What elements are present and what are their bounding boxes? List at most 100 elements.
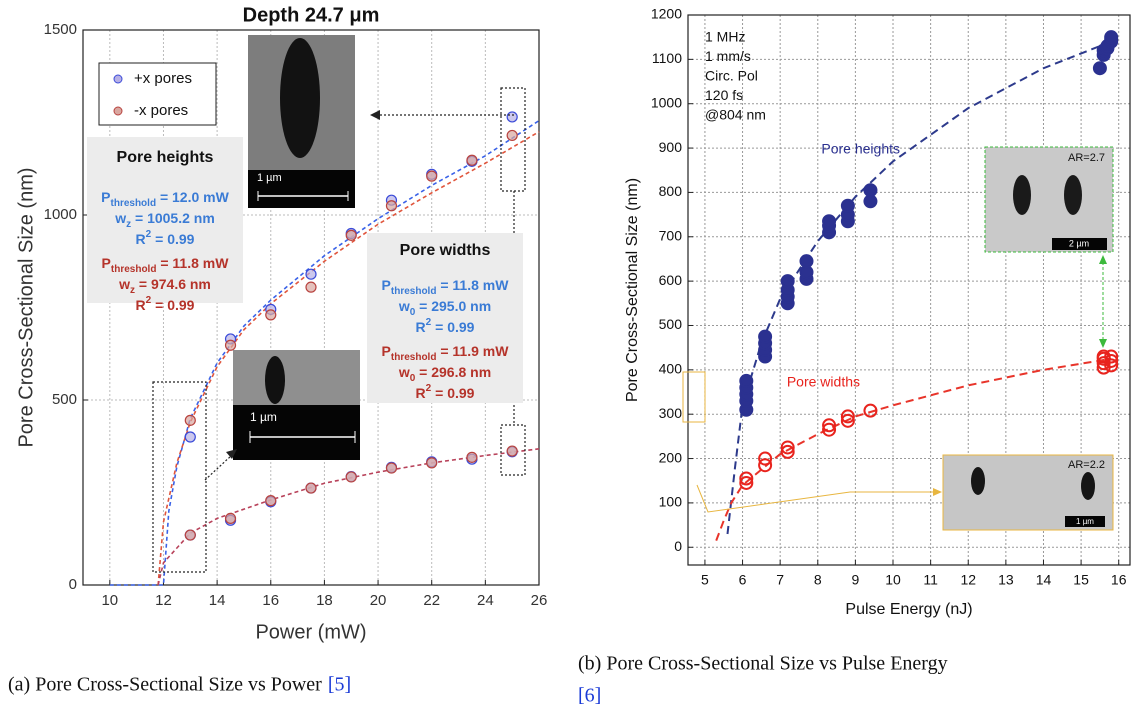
data-point (1104, 353, 1119, 368)
fit-line (157, 131, 540, 586)
annotation-line: w0 = 296.8 nm (398, 364, 491, 384)
scale-label: 1 µm (257, 172, 282, 184)
data-point (466, 451, 478, 463)
annotation-text: = 296.8 nm (415, 364, 491, 380)
data-point (739, 471, 754, 486)
annotation-heading: Pore heights (117, 149, 214, 166)
data-point (1104, 30, 1119, 45)
arrow-head (1099, 255, 1107, 264)
data-point (305, 268, 317, 280)
legend-label: +x pores (134, 70, 192, 87)
fit-line (726, 40, 1112, 535)
y-tick-label: 1200 (651, 6, 682, 22)
data-point (822, 214, 837, 229)
data-point (184, 431, 196, 443)
data-point (758, 329, 773, 344)
annotation-line: R2 = 0.99 (136, 295, 195, 313)
reference-link[interactable]: [5] (328, 674, 351, 696)
annotation-text: = 0.99 (151, 231, 194, 247)
fit-line (109, 119, 540, 586)
data-point (345, 471, 357, 483)
y-tick-label: 0 (69, 576, 77, 593)
annotation-text: = 11.8 mW (436, 277, 509, 293)
annotation-box (367, 233, 523, 403)
data-point (1104, 358, 1119, 373)
data-point (799, 254, 814, 269)
data-point (840, 413, 855, 428)
x-axis-label: Power (mW) (255, 621, 366, 643)
inset-b1: AR=2.7 2 µm (984, 146, 1114, 253)
annotation-text: z (130, 285, 135, 296)
x-tick-label: 10 (885, 572, 901, 588)
inset-label: AR=2.7 (1068, 152, 1105, 164)
data-point (840, 409, 855, 424)
legend-marker (113, 74, 123, 84)
inset-label: AR=2.2 (1068, 459, 1105, 471)
note: Circ. Pol (705, 68, 758, 84)
scale-label: 1 µm (1076, 517, 1094, 526)
annotation-text: P (382, 277, 391, 293)
arrow-head (370, 110, 380, 120)
annotation-text: threshold (391, 352, 437, 363)
legend: +x pores -x pores (98, 62, 217, 126)
note: 1 MHz (705, 29, 745, 45)
annotation-text: = 0.99 (151, 297, 194, 313)
data-point (385, 462, 398, 474)
annotation-text: = 0.99 (431, 319, 474, 335)
x-tick-label: 16 (262, 592, 279, 609)
x-axis-label: Pulse Energy (nJ) (845, 601, 972, 618)
caption: (b) Pore Cross-Sectional Size vs Pulse E… (578, 653, 948, 675)
x-tick-label: 8 (814, 572, 822, 588)
annotation-text: = 1005.2 nm (131, 210, 215, 226)
y-tick-label: 1500 (44, 21, 77, 38)
data-point (184, 529, 196, 541)
fit-line (157, 448, 540, 586)
annotation-line: wz = 1005.2 nm (114, 210, 215, 230)
x-tick-label: 24 (477, 592, 494, 609)
scale-label: 1 µm (250, 410, 277, 424)
annotation-text: w (114, 210, 126, 226)
arrow-head (933, 488, 942, 496)
data-point (265, 495, 277, 507)
x-tick-label: 9 (851, 572, 859, 588)
data-point (224, 512, 237, 525)
x-tick-label: 11 (923, 572, 938, 588)
x-tick-label: 13 (998, 572, 1014, 588)
y-tick-label: 1100 (652, 50, 682, 66)
y-tick-label: 600 (659, 272, 683, 288)
data-point (758, 458, 773, 473)
x-tick-label: 14 (209, 592, 226, 609)
arrow-head (226, 449, 237, 459)
annotation-line: R2 = 0.99 (416, 317, 475, 335)
data-point (1096, 349, 1111, 364)
reference-link[interactable]: [6] (578, 685, 601, 707)
annotation-text: P (102, 255, 111, 271)
data-point (822, 418, 837, 433)
annotation-text: threshold (111, 264, 157, 275)
x-tick-label: 6 (739, 572, 747, 588)
data-point (224, 339, 237, 351)
x-tick-label: 10 (101, 592, 118, 609)
annotation-line: wz = 974.6 nm (118, 276, 211, 296)
data-point (506, 129, 518, 142)
note: 1 mm/s (705, 48, 751, 64)
annotation-text: R (416, 319, 426, 335)
annotation-text: = 12.0 mW (156, 189, 230, 205)
annotation-text: = 974.6 nm (135, 276, 211, 292)
x-tick-label: 16 (1111, 572, 1127, 588)
annotation-text: threshold (391, 286, 437, 297)
annotation-text: 0 (410, 373, 416, 384)
note: 120 fs (705, 87, 743, 103)
data-point (822, 422, 837, 437)
data-point (305, 482, 317, 494)
data-point (426, 170, 438, 182)
annotation-line: Pthreshold = 12.0 mW (101, 189, 229, 209)
annotation-text: P (382, 343, 391, 359)
inset-a1: 1 µm (248, 35, 355, 208)
caption: (a) Pore Cross-Sectional Size vs Power (8, 674, 322, 696)
y-tick-label: 500 (52, 391, 77, 408)
annotation-line: R2 = 0.99 (416, 383, 475, 401)
annotation-line: R2 = 0.99 (136, 229, 195, 247)
